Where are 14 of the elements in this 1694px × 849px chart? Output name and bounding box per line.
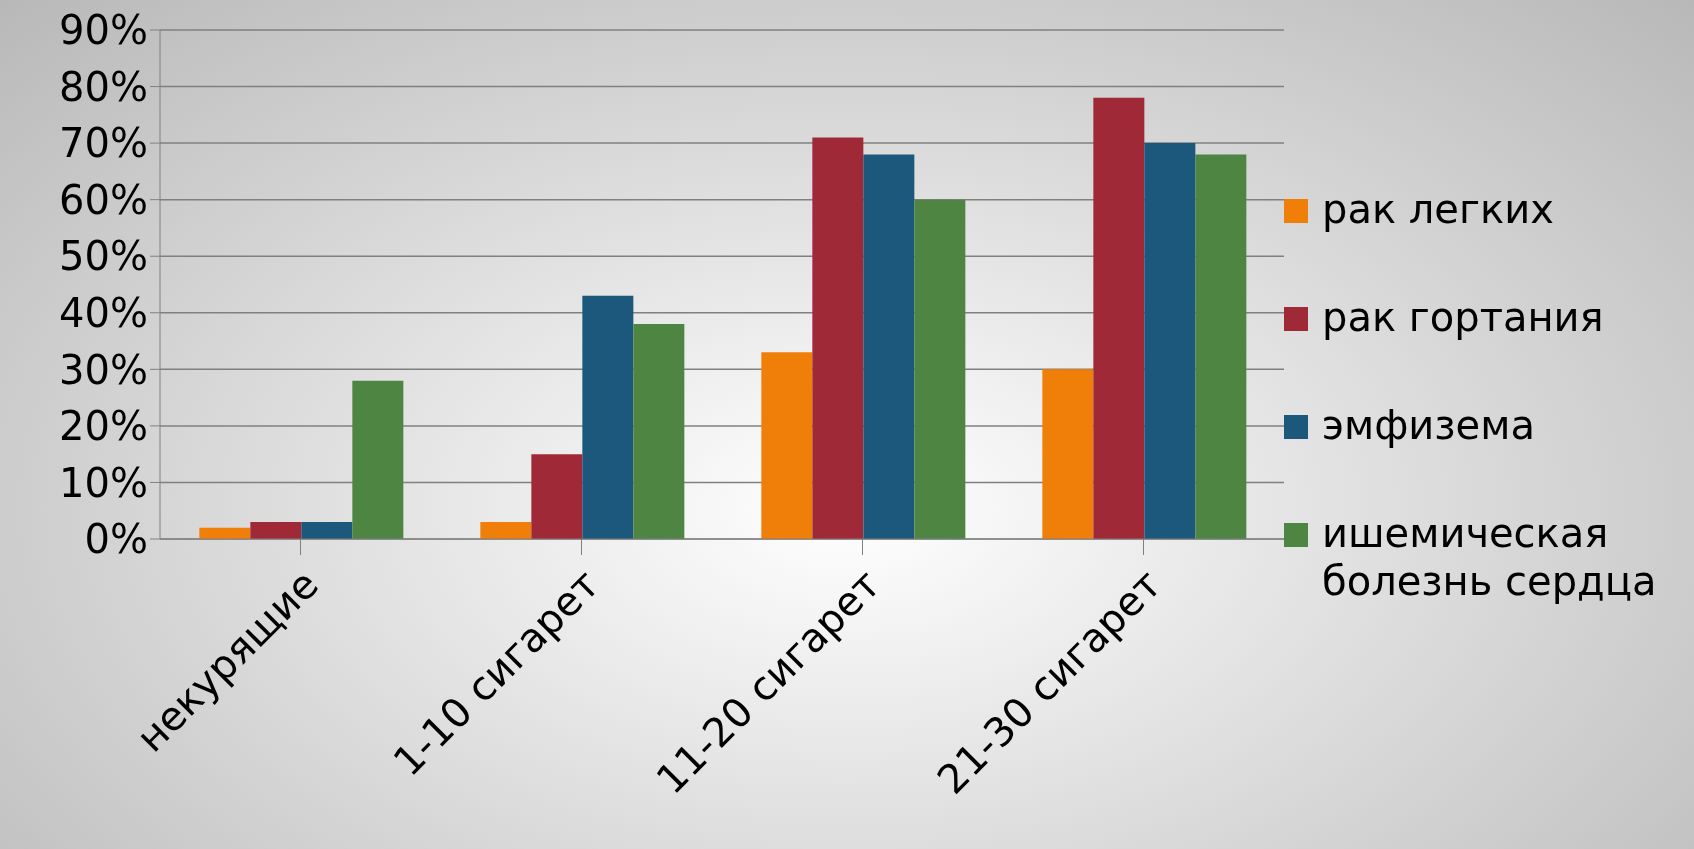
legend-label: ишемическая болезнь сердца <box>1322 508 1658 605</box>
y-tick-label: 80% <box>59 63 148 110</box>
legend-label: рак гортания <box>1322 292 1604 341</box>
y-tick-label: 70% <box>59 120 148 167</box>
y-tick-label: 40% <box>59 289 148 336</box>
y-tick-label: 90% <box>59 7 148 54</box>
y-tick-label: 60% <box>59 176 148 223</box>
legend-label: эмфизема <box>1322 400 1535 449</box>
y-tick-label: 30% <box>59 346 148 393</box>
y-tick-label: 0% <box>84 516 148 563</box>
y-tick-label: 20% <box>59 403 148 450</box>
y-tick-label: 10% <box>59 459 148 506</box>
legend-label: рак легких <box>1322 184 1554 233</box>
y-tick-label: 50% <box>59 233 148 280</box>
